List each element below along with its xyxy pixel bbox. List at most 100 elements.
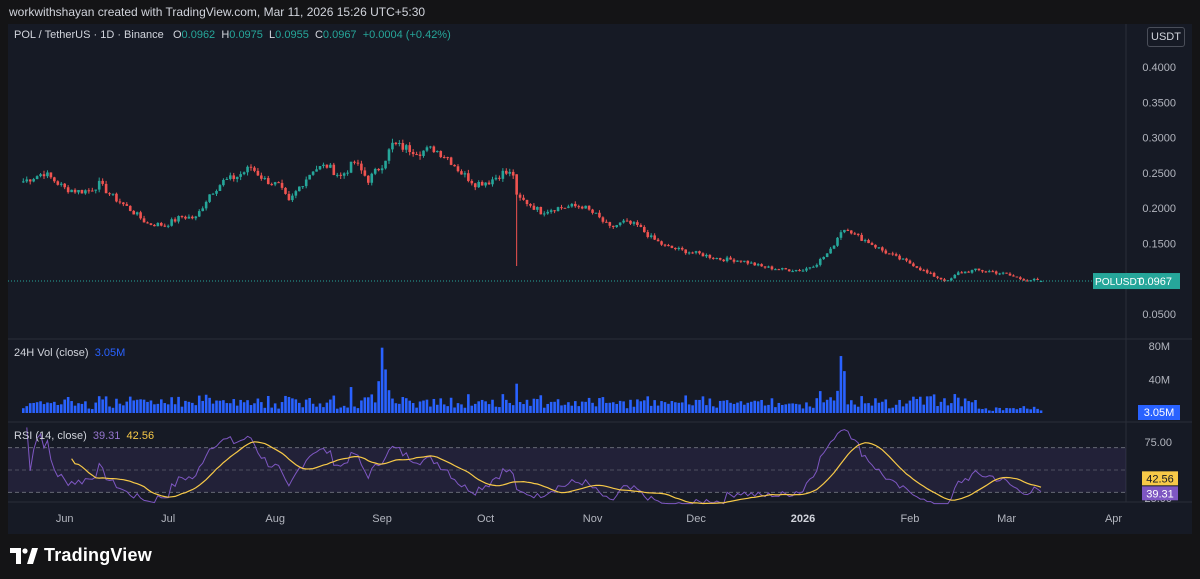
- candle: [246, 165, 249, 176]
- candle-body: [411, 152, 415, 155]
- tradingview-logo[interactable]: TradingView: [10, 545, 152, 566]
- candle-body: [763, 266, 767, 268]
- candle-body: [974, 268, 977, 271]
- candle: [718, 257, 722, 261]
- candle-body: [549, 210, 553, 212]
- volume-bar: [80, 403, 84, 413]
- time-axis-tick: Dec: [686, 513, 706, 525]
- candle-body: [536, 206, 539, 210]
- candle: [418, 151, 422, 160]
- candle: [874, 244, 877, 249]
- candle-body: [818, 259, 822, 265]
- candle-body: [705, 254, 708, 257]
- candle-body: [284, 187, 287, 194]
- volume-bar: [1019, 408, 1022, 413]
- price-axis-tick: 0.3000: [1142, 133, 1176, 145]
- volume-bar: [142, 399, 146, 413]
- candle: [191, 215, 194, 220]
- candle-body: [342, 173, 346, 176]
- candle: [456, 164, 460, 173]
- candle-body: [739, 260, 743, 262]
- candle: [743, 260, 746, 263]
- volume-bar: [584, 401, 587, 413]
- candle-body: [418, 154, 422, 156]
- candle: [884, 248, 888, 255]
- candle: [846, 228, 850, 232]
- rsi-legend-label[interactable]: RSI (14, close): [14, 430, 87, 442]
- candle-body: [42, 174, 46, 177]
- rsi-line: [26, 427, 1042, 505]
- candle: [70, 189, 73, 193]
- chart-canvas[interactable]: 0.05000.10000.15000.20000.25000.30000.35…: [8, 24, 1192, 534]
- volume-bar: [477, 401, 480, 413]
- volume-bar: [818, 391, 822, 413]
- candle-body: [1015, 276, 1019, 278]
- currency-unit-button[interactable]: USDT: [1147, 27, 1185, 47]
- volume-bar: [839, 356, 843, 413]
- candle: [301, 186, 305, 190]
- candle-body: [505, 170, 508, 174]
- candle-body: [128, 205, 132, 211]
- candle-body: [932, 272, 936, 277]
- candle-body: [919, 267, 922, 271]
- volume-bar: [335, 408, 339, 413]
- candle-body: [53, 177, 56, 182]
- volume-legend-label[interactable]: 24H Vol (close): [14, 347, 89, 359]
- volume-bar: [539, 395, 543, 413]
- candle-body: [646, 232, 650, 237]
- candle-body: [80, 189, 84, 194]
- candle-body: [22, 181, 25, 183]
- candle: [749, 261, 753, 264]
- candle-body: [822, 257, 825, 260]
- volume-bar: [1032, 406, 1036, 413]
- volume-bar: [442, 404, 446, 413]
- volume-bar: [494, 406, 498, 413]
- candle-body: [35, 176, 39, 180]
- volume-bar: [35, 402, 39, 413]
- volume-bar: [850, 400, 853, 413]
- candle: [808, 267, 812, 270]
- candle-body: [184, 216, 187, 219]
- volume-bar: [515, 383, 518, 413]
- candle: [53, 176, 56, 183]
- candle-body: [591, 209, 594, 213]
- candle: [822, 256, 825, 260]
- candle: [349, 161, 353, 174]
- volume-bar: [722, 400, 725, 413]
- candle: [318, 165, 322, 171]
- candle: [163, 223, 167, 228]
- candle-body: [270, 184, 273, 186]
- chart-frame[interactable]: 0.05000.10000.15000.20000.25000.30000.35…: [8, 24, 1192, 534]
- tradingview-brand: TradingView: [44, 545, 152, 565]
- candle-body: [891, 253, 894, 255]
- candle: [998, 272, 1001, 276]
- volume-bar: [884, 399, 888, 413]
- candle-body: [963, 271, 967, 274]
- candle: [391, 138, 394, 153]
- candle-body: [712, 257, 715, 259]
- candle: [705, 253, 708, 259]
- candle-body: [446, 157, 449, 159]
- candle-body: [135, 212, 139, 215]
- symbol-label[interactable]: POL / TetherUS · 1D · Binance: [14, 29, 164, 41]
- volume-bar: [404, 398, 408, 413]
- volume-badge-bg: [1138, 405, 1180, 420]
- volume-bar: [411, 403, 415, 413]
- volume-bar: [146, 401, 149, 413]
- candle-body: [360, 163, 363, 171]
- volume-bar: [694, 399, 698, 413]
- volume-bar: [1005, 407, 1008, 413]
- volume-bar: [125, 401, 129, 413]
- volume-bar: [218, 400, 222, 413]
- volume-bar: [943, 398, 946, 413]
- volume-bar: [891, 407, 894, 413]
- candle: [39, 172, 42, 178]
- candle: [298, 186, 301, 192]
- candle-body: [484, 182, 487, 186]
- volume-bar: [639, 401, 643, 413]
- candle: [1022, 278, 1026, 281]
- volume-bar: [618, 400, 622, 413]
- candle: [35, 175, 39, 180]
- candle-body: [687, 252, 691, 254]
- candle: [505, 168, 508, 176]
